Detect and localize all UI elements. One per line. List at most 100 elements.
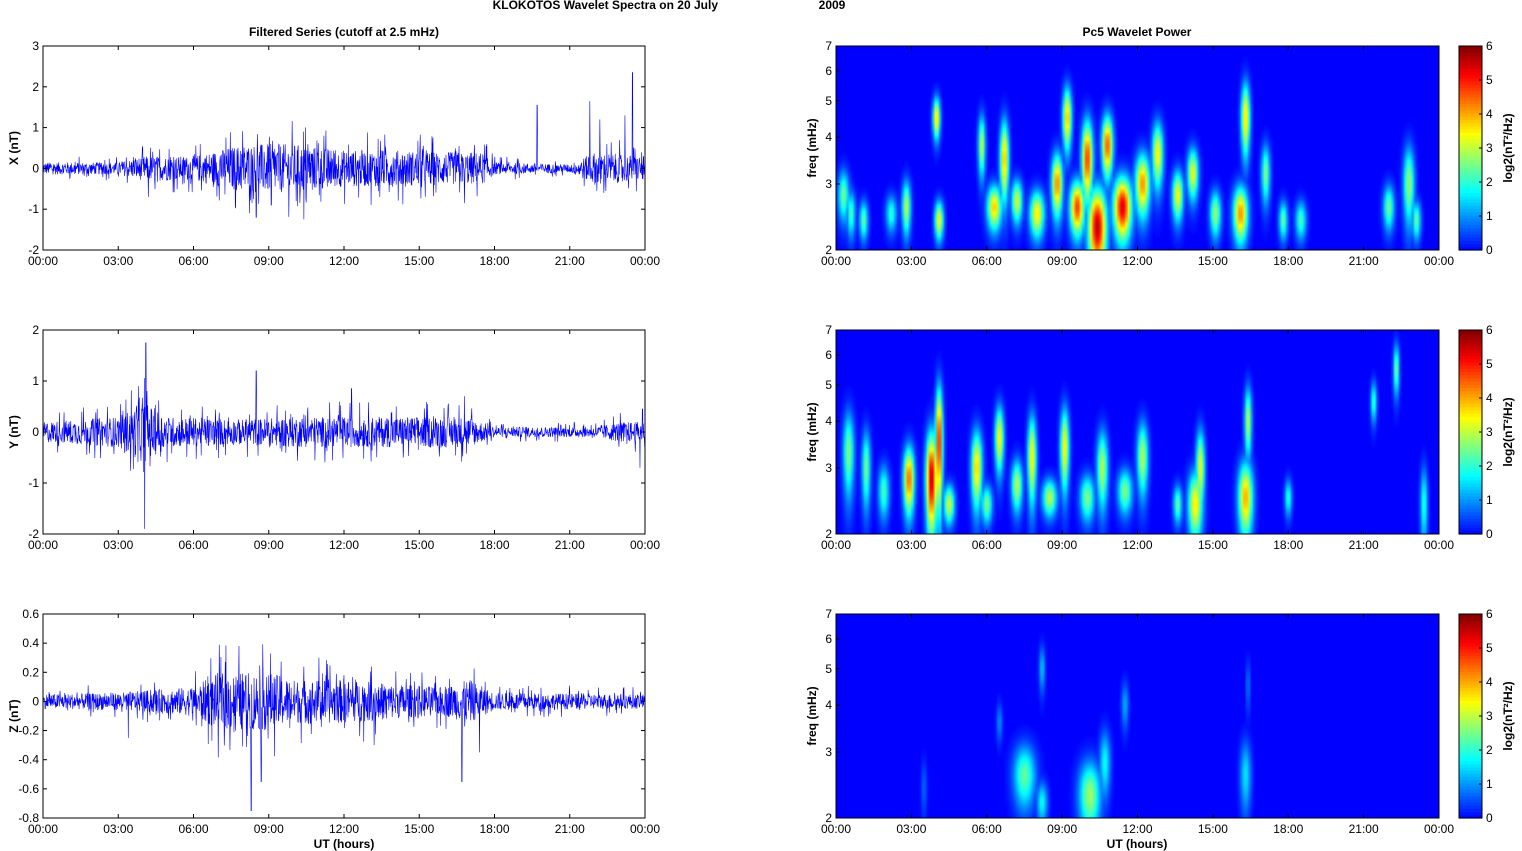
colorbar-segment (1459, 237, 1482, 242)
series-x-tick-label: 15:00 (404, 822, 434, 836)
series-x-tick-label: 09:00 (254, 822, 284, 836)
colorbar-segment (1459, 731, 1482, 736)
series-x-tick-label: 00:00 (28, 254, 58, 268)
series-x-tick-label: 00:00 (28, 822, 58, 836)
wavelet-x-tick-label: 03:00 (896, 822, 926, 836)
colorbar-segment (1459, 696, 1482, 701)
colorbar-segment (1459, 438, 1482, 443)
series-x-tick-label: 06:00 (178, 254, 208, 268)
colorbar-segment (1459, 684, 1482, 688)
colorbar-tick-label: 0 (1486, 811, 1493, 825)
colorbar-segment (1459, 530, 1482, 535)
colorbar-tick-label: 2 (1486, 459, 1493, 473)
colorbar-segment (1459, 617, 1482, 621)
colorbar-segment (1459, 141, 1482, 146)
left-column-title: Filtered Series (cutoff at 2.5 mHz) (249, 25, 439, 39)
series-x-tick-label: 09:00 (254, 538, 284, 552)
colorbar-tick-label: 2 (1486, 175, 1493, 189)
colorbar-tick-label: 5 (1486, 641, 1493, 655)
colorbar-segment (1459, 773, 1482, 778)
wavelet-x-tick-label: 00:00 (821, 254, 851, 268)
colorbar-segment (1459, 757, 1482, 762)
colorbar-segment (1459, 132, 1482, 136)
colorbar-segment (1459, 211, 1482, 216)
colorbar-segment (1459, 349, 1482, 353)
colorbar-segment (1459, 492, 1482, 497)
series-y-tick-label: -1 (28, 476, 39, 490)
colorbar-segment (1459, 725, 1482, 730)
colorbar-segment (1459, 183, 1482, 187)
colorbar-segment (1459, 422, 1482, 427)
wavelet-x-tick-label: 06:00 (972, 538, 1002, 552)
colorbar-segment (1459, 58, 1482, 63)
series-panel-Z: -0.8 -0.6 -0.4 -0.2 0 0.2 0.4 0.6 00:00 03:00 06:0… (7, 607, 660, 836)
colorbar-segment (1459, 106, 1482, 111)
series-y-tick-label: -0.6 (18, 782, 39, 796)
wavelet-x-tick-label: 21:00 (1349, 254, 1379, 268)
colorbar-segment (1459, 808, 1482, 813)
wavelet-x-tick-label: 15:00 (1198, 254, 1228, 268)
wavelet-y-tick-label: 5 (825, 378, 832, 392)
colorbar-segment (1459, 205, 1482, 210)
plot-area: -2 -1 0 1 2 3 00:00 03:00 06:00 09:00 12:00 15:00 18… (7, 39, 1515, 836)
x-axis-label-left: UT (hours) (314, 837, 375, 851)
colorbar-segment (1459, 649, 1482, 653)
colorbar-segment (1459, 454, 1482, 459)
wavelet-y-tick-label: 7 (825, 323, 832, 337)
colorbar-segment (1459, 457, 1482, 462)
colorbar-segment (1459, 665, 1482, 669)
colorbar-segment (1459, 735, 1482, 739)
colorbar-segment (1459, 502, 1482, 506)
colorbar-segment (1459, 342, 1482, 347)
series-x-tick-label: 12:00 (329, 254, 359, 268)
colorbar-segment (1459, 661, 1482, 666)
colorbar-segment (1459, 782, 1482, 787)
colorbar-segment (1459, 435, 1482, 439)
series-x-tick-label: 00:00 (630, 254, 660, 268)
series-y-tick-label: 3 (32, 39, 39, 53)
colorbar-segment (1459, 712, 1482, 717)
series-x-tick-label: 12:00 (329, 822, 359, 836)
colorbar-segment (1459, 345, 1482, 350)
wavelet-y-tick-label: 6 (825, 632, 832, 646)
colorbar-segment (1459, 148, 1482, 152)
wavelet-heatmap-X (836, 46, 1439, 250)
colorbar-segment (1459, 770, 1482, 774)
wavelet-x-tick-label: 00:00 (821, 538, 851, 552)
series-x-tick-label: 00:00 (630, 822, 660, 836)
colorbar-tick-label: 6 (1486, 607, 1493, 621)
colorbar-segment (1459, 432, 1482, 436)
colorbar-segment (1459, 186, 1482, 191)
colorbar-tick-label: 5 (1486, 357, 1493, 371)
colorbar-segment (1459, 674, 1482, 679)
colorbar-tick-label: 4 (1486, 107, 1493, 121)
colorbar-segment (1459, 668, 1482, 672)
wavelet-y-tick-label: 2 (825, 243, 832, 257)
colorbar-segment (1459, 706, 1482, 711)
colorbar-segment (1459, 224, 1482, 229)
colorbar: 0 1 2 3 4 5 6 log2(nT²/Hz) (1458, 39, 1515, 257)
wavelet-heatmap-Y (836, 330, 1439, 534)
colorbar-segment (1459, 460, 1482, 465)
colorbar-tick-label: 1 (1486, 209, 1493, 223)
colorbar-segment (1459, 195, 1482, 200)
wavelet-y-tick-label: 2 (825, 527, 832, 541)
colorbar-segment (1459, 406, 1482, 411)
colorbar-segment (1459, 135, 1482, 140)
colorbar-segment (1459, 789, 1482, 794)
colorbar-segment (1459, 160, 1482, 165)
colorbar-segment (1459, 100, 1482, 104)
wavelet-x-tick-label: 00:00 (1424, 254, 1454, 268)
colorbar-segment (1459, 119, 1482, 124)
colorbar-segment (1459, 368, 1482, 373)
colorbar-segment (1459, 208, 1482, 213)
colorbar-segment (1459, 339, 1482, 344)
colorbar-segment (1459, 240, 1482, 245)
wavelet-y-tick-label: 4 (825, 698, 832, 712)
series-y-tick-label: 0.2 (22, 665, 39, 679)
series-x-tick-label: 12:00 (329, 538, 359, 552)
colorbar-label: log2(nT²/Hz) (1501, 397, 1515, 466)
colorbar-segment (1459, 77, 1482, 82)
wavelet-x-tick-label: 12:00 (1122, 822, 1152, 836)
series-x-tick-label: 03:00 (103, 822, 133, 836)
